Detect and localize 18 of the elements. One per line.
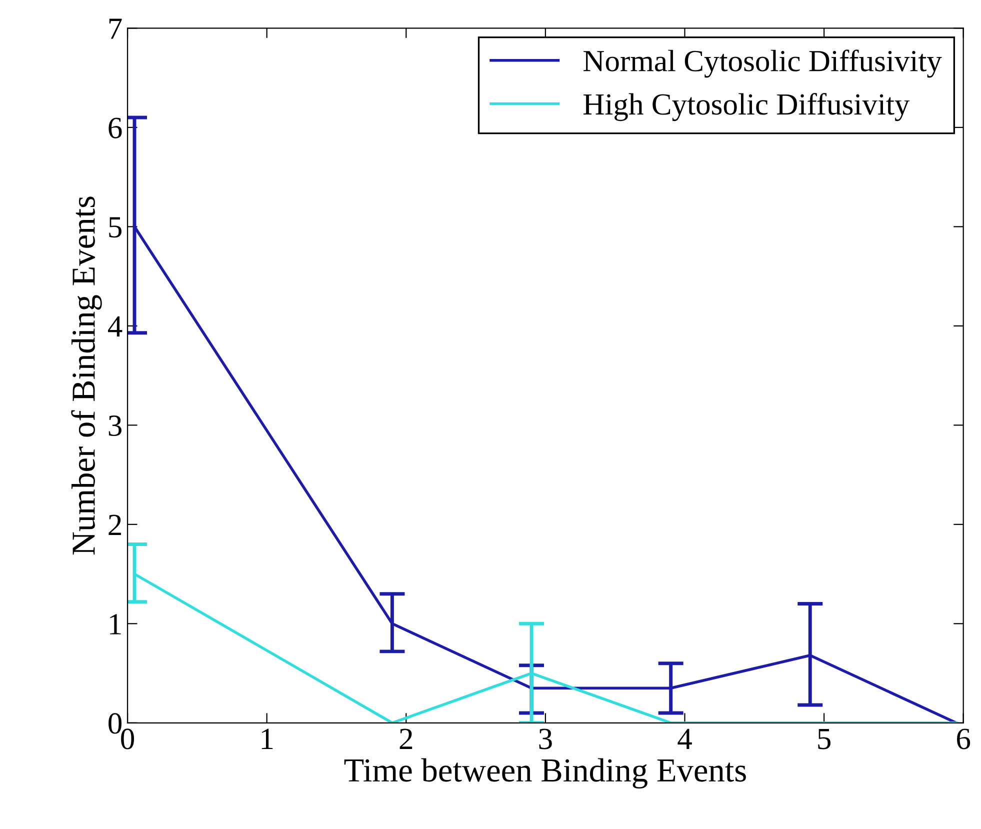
x-axis-title: Time between Binding Events: [344, 758, 746, 789]
y-tick-label: 5: [109, 217, 122, 238]
y-tick-label: 6: [108, 118, 122, 138]
x-tick-label: 6: [957, 728, 970, 750]
legend-label: Normal Cytosolic Diffusivity: [584, 50, 942, 78]
x-tick-label: 1: [262, 728, 273, 749]
y-tick-label: 4: [108, 316, 122, 337]
x-tick-label: 4: [678, 728, 692, 749]
x-tick-label: 3: [539, 728, 552, 750]
y-tick-label: 1: [110, 614, 121, 634]
y-tick-label: 7: [109, 18, 122, 39]
y-axis-title: Number of Binding Events: [71, 196, 102, 555]
legend-label: High Cytosolic Diffusivity: [584, 92, 910, 122]
x-tick-label: 2: [400, 728, 412, 749]
y-tick-label: 3: [108, 416, 122, 436]
x-tick-label: 5: [818, 728, 830, 750]
y-tick-label: 0: [108, 713, 122, 734]
y-tick-label: 2: [108, 514, 121, 536]
